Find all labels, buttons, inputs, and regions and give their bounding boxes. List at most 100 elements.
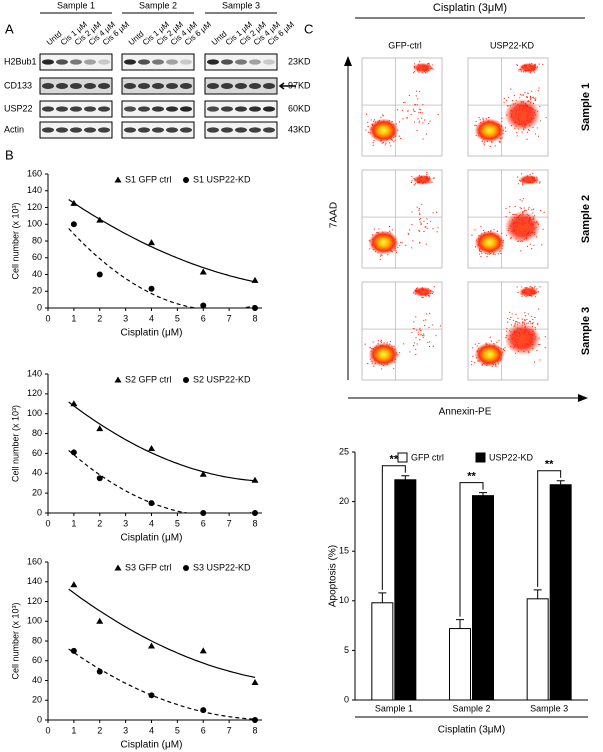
event-dot: [418, 120, 421, 122]
row-label: CD133: [4, 80, 32, 90]
event-dot: [426, 174, 428, 176]
event-dot: [417, 334, 419, 336]
event-dot: [398, 121, 400, 123]
event-dot: [510, 324, 512, 326]
event-dot: [516, 321, 518, 323]
blot-band: [180, 127, 192, 133]
x-tick-label: 5: [175, 518, 180, 528]
event-dot: [531, 315, 533, 317]
event-dot: [533, 97, 535, 99]
y-tick-label: 80: [32, 235, 42, 245]
point: [251, 276, 259, 283]
x-tick-label: 4: [149, 725, 154, 735]
blot-band: [263, 127, 275, 133]
event-dot: [377, 340, 380, 342]
event-dot: [412, 240, 414, 242]
event-dot: [521, 94, 523, 96]
event-dot: [389, 340, 391, 343]
event-dot: [415, 353, 417, 356]
point: [252, 305, 258, 311]
event-dot: [432, 177, 434, 179]
event-dot: [515, 313, 517, 315]
point: [70, 647, 77, 654]
point: [251, 476, 259, 483]
size-label: 43KD: [288, 124, 311, 134]
significance-bracket: [537, 470, 562, 587]
blot-band: [152, 59, 164, 65]
blot-band: [221, 59, 233, 65]
event-dot: [420, 109, 422, 111]
bar: [449, 628, 471, 701]
event-dot: [414, 110, 416, 113]
event-dot: [411, 175, 413, 178]
event-dot: [476, 345, 478, 347]
event-dot: [542, 63, 544, 65]
event-dot: [422, 104, 424, 106]
blot-band: [221, 106, 233, 112]
event-dot: [427, 341, 429, 343]
event-dot: [538, 182, 541, 184]
event-dot: [522, 183, 524, 186]
x-tick-label: 7: [227, 725, 232, 735]
legend-marker: [183, 177, 189, 183]
event-dot: [382, 115, 384, 117]
event-dot: [500, 232, 503, 234]
event-dot: [422, 138, 424, 140]
event-dot: [516, 286, 518, 288]
event-dot: [516, 64, 518, 66]
density-core: [412, 286, 433, 297]
event-dot: [474, 343, 476, 345]
row-label: Sample 2: [580, 195, 592, 243]
event-dot: [414, 183, 417, 185]
event-dot: [539, 344, 541, 346]
event-dot: [512, 319, 515, 321]
event-dot: [539, 286, 541, 288]
event-dot: [536, 127, 538, 129]
event-dot: [410, 181, 413, 184]
legend-label: S3 GFP ctrl: [125, 562, 171, 572]
event-dot: [474, 229, 476, 231]
event-dot: [369, 248, 371, 250]
event-dot: [422, 335, 424, 337]
blot-band: [235, 59, 247, 65]
event-dot: [419, 221, 421, 223]
event-dot: [535, 97, 537, 99]
row-label: H2Bub1: [4, 56, 37, 66]
density-core: [474, 118, 505, 143]
event-dot: [415, 104, 417, 106]
plot-frame: [361, 169, 443, 269]
event-dot: [432, 212, 434, 214]
event-dot: [525, 209, 527, 211]
event-dot: [534, 133, 537, 135]
event-dot: [520, 207, 522, 210]
event-dot: [494, 253, 496, 256]
event-dot: [482, 117, 484, 119]
event-dot: [419, 338, 421, 341]
blot-band: [70, 106, 82, 112]
significance-bracket: [381, 465, 406, 590]
blot-band: [249, 127, 261, 133]
event-dot: [389, 230, 391, 232]
point: [148, 642, 155, 649]
x-tick-label: 0: [45, 313, 50, 323]
x-axis-label: Cisplatin (μM): [121, 533, 183, 544]
point: [96, 475, 103, 482]
event-dot: [483, 144, 486, 146]
event-dot: [523, 319, 526, 321]
event-dot: [418, 111, 420, 114]
event-dot: [428, 341, 431, 343]
event-dot: [402, 118, 404, 120]
event-dot: [531, 209, 533, 211]
blot-band: [249, 59, 261, 65]
point: [148, 692, 155, 699]
event-dot: [504, 349, 506, 352]
event-dot: [372, 341, 374, 343]
x-tick-label: 4: [149, 313, 154, 323]
event-dot: [537, 135, 540, 137]
y-tick-label: 100: [27, 616, 42, 626]
event-dot: [509, 206, 511, 208]
blot-band: [84, 127, 96, 133]
event-dot: [490, 340, 492, 342]
event-dot: [381, 255, 383, 257]
density-core: [412, 174, 433, 185]
